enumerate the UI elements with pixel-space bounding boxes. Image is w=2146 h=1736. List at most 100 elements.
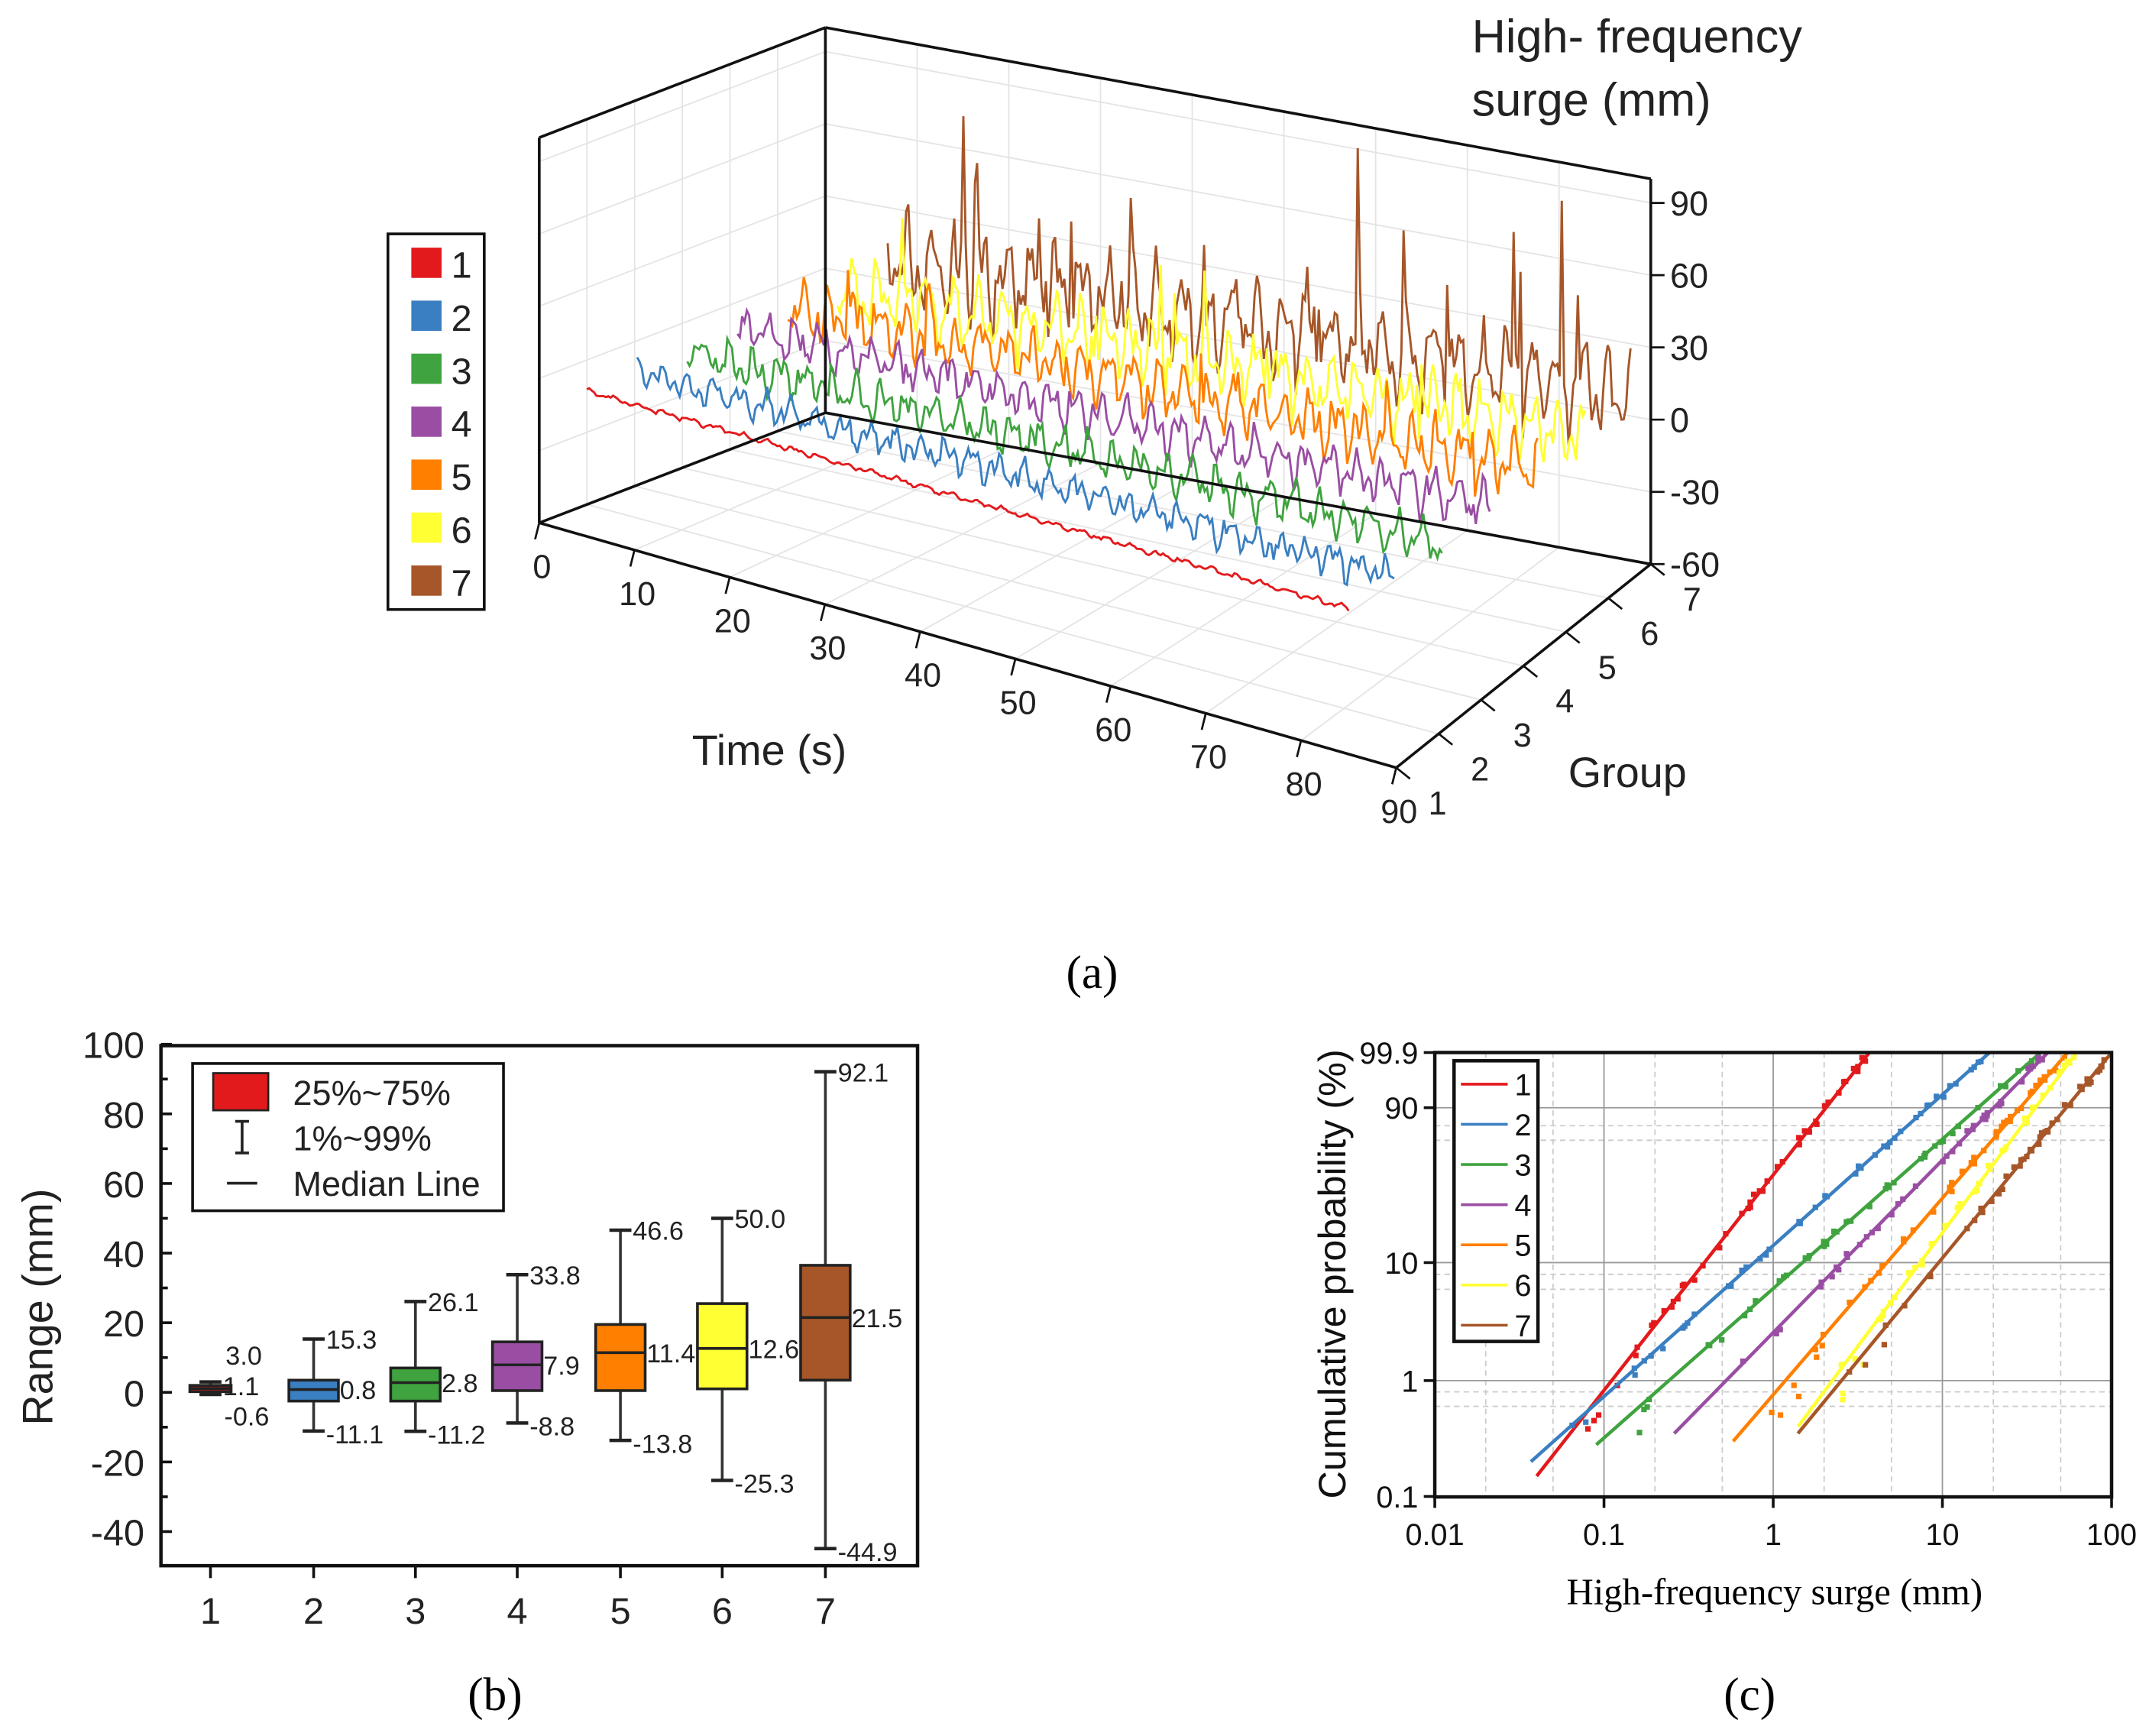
x-tick-label: 100 [2086, 1518, 2137, 1552]
time-tick [1105, 685, 1112, 703]
legend-label: 5 [452, 457, 472, 498]
data-point-series-1 [1595, 1412, 1602, 1418]
label-p99: 92.1 [838, 1058, 889, 1087]
time-tick [629, 549, 636, 567]
box-7 [799, 1264, 852, 1382]
y-tick-label: 99.9 [1359, 1037, 1418, 1070]
legend-label: 5 [1515, 1229, 1532, 1263]
group-tick [1395, 766, 1411, 780]
panel-a-traces [586, 116, 1632, 612]
y-tick-label: 1 [1401, 1365, 1418, 1398]
time-tick-label: 40 [905, 658, 941, 695]
legend-label: 7 [1515, 1310, 1532, 1343]
data-point-series-2 [1940, 1094, 1947, 1100]
time-tick-label: 70 [1190, 740, 1227, 776]
data-point-series-3 [2002, 1083, 2008, 1090]
data-point-series-6 [1974, 1187, 1980, 1194]
leftwall-gridline [539, 195, 826, 307]
data-point-series-5 [1971, 1161, 1978, 1167]
data-point-series-1 [1859, 1054, 1865, 1061]
data-point-series-2 [1743, 1264, 1749, 1270]
group-tick [1607, 597, 1623, 611]
data-point-series-7 [1978, 1205, 1984, 1212]
leftwall-gridline [539, 123, 826, 235]
data-point-series-1 [1806, 1129, 1812, 1135]
x-tick-label: 7 [815, 1591, 836, 1632]
y-tick-label: 90 [1384, 1092, 1418, 1125]
time-tick-label: 10 [619, 576, 655, 613]
x-tick-label: 5 [610, 1591, 631, 1632]
label-p99: 3.0 [225, 1342, 262, 1371]
data-point-series-1 [1669, 1304, 1675, 1310]
data-point-series-5 [1999, 1123, 2005, 1129]
z-tick-label: 90 [1670, 184, 1708, 223]
legend-label: 4 [1515, 1189, 1532, 1223]
time-tick-label: 20 [714, 603, 751, 640]
box-6 [696, 1302, 749, 1391]
time-tick-label: 50 [1000, 685, 1037, 721]
data-point-series-5 [2033, 1082, 2039, 1089]
data-point-series-3 [1644, 1404, 1650, 1410]
y-tick-label: 0.1 [1376, 1481, 1418, 1514]
panel-b-box-chart: 100 80 60 40 20 0 -20 -40 1 2 3 4 5 6 7 3.01.1-0.6 15.3 0… [13, 1025, 920, 1721]
data-point-series-4 [1983, 1116, 1989, 1122]
x-tick-label: 0.01 [1406, 1518, 1465, 1552]
data-point-series-5 [1791, 1382, 1797, 1388]
data-point-series-2 [1884, 1144, 1891, 1150]
data-point-series-5 [2028, 1090, 2034, 1096]
data-point-series-2 [1822, 1193, 1828, 1199]
legend-label: 25%~75% [293, 1074, 451, 1113]
data-point-series-1 [1661, 1308, 1667, 1314]
legend-label: 2 [1515, 1109, 1532, 1142]
y-tick-label: 20 [103, 1304, 144, 1345]
label-p99: 33.8 [529, 1262, 581, 1291]
label-p1: -44.9 [838, 1538, 898, 1567]
time-tick [724, 577, 731, 594]
data-point-series-1 [1796, 1142, 1802, 1148]
legend-label: 3 [452, 351, 472, 392]
leftwall-gridline [539, 267, 826, 380]
data-point-series-2 [1739, 1267, 1745, 1274]
trace-group-1 [586, 387, 1350, 612]
data-point-series-5 [1971, 1155, 1977, 1161]
label-p99: 46.6 [633, 1217, 684, 1246]
label-p1: -25.3 [735, 1470, 795, 1499]
z-tick-label: -60 [1670, 545, 1720, 584]
box-3 [389, 1366, 442, 1403]
data-point-series-5 [1993, 1129, 2000, 1135]
group-tick-label: 2 [1471, 752, 1489, 789]
data-point-series-3 [1866, 1203, 1872, 1210]
group-tick-label: 7 [1683, 581, 1701, 618]
z-tick-label: -30 [1670, 473, 1720, 512]
time-tick [1296, 740, 1303, 758]
data-point-series-7 [2076, 1083, 2083, 1090]
time-tick-label: 90 [1380, 794, 1417, 831]
data-point-series-6 [1954, 1205, 1960, 1211]
data-point-series-1 [1840, 1079, 1847, 1085]
frame-edge [539, 521, 1397, 769]
time-tick [1200, 713, 1207, 730]
data-point-series-5 [1812, 1346, 1818, 1352]
group-tick-label: 1 [1429, 785, 1447, 822]
fit-line-series-6 [1796, 1051, 2078, 1428]
data-point-series-6 [1880, 1312, 1886, 1319]
legend-label: 1 [452, 245, 472, 287]
legend-label: 1 [1515, 1068, 1532, 1102]
data-point-series-1 [1863, 1058, 1869, 1064]
data-point-series-1 [1649, 1322, 1655, 1328]
label-p1: -0.6 [225, 1402, 270, 1431]
data-point-series-7 [2067, 1102, 2073, 1109]
trace-group-7 [886, 116, 1632, 446]
data-point-series-5 [2037, 1077, 2044, 1083]
data-point-series-6 [2064, 1058, 2070, 1064]
data-point-series-4 [1964, 1128, 1970, 1134]
panel-a-ztitle-line2: surge (mm) [1472, 73, 1711, 125]
time-tick [1390, 767, 1397, 785]
data-point-series-4 [1777, 1326, 1783, 1333]
panel-b-ylabel: Range (mm) [13, 1189, 61, 1426]
data-point-series-1 [1814, 1121, 1820, 1127]
label-median: 1.1 [223, 1372, 260, 1401]
legend-box-swatch [212, 1072, 270, 1112]
z-tick-label: 60 [1670, 256, 1708, 295]
